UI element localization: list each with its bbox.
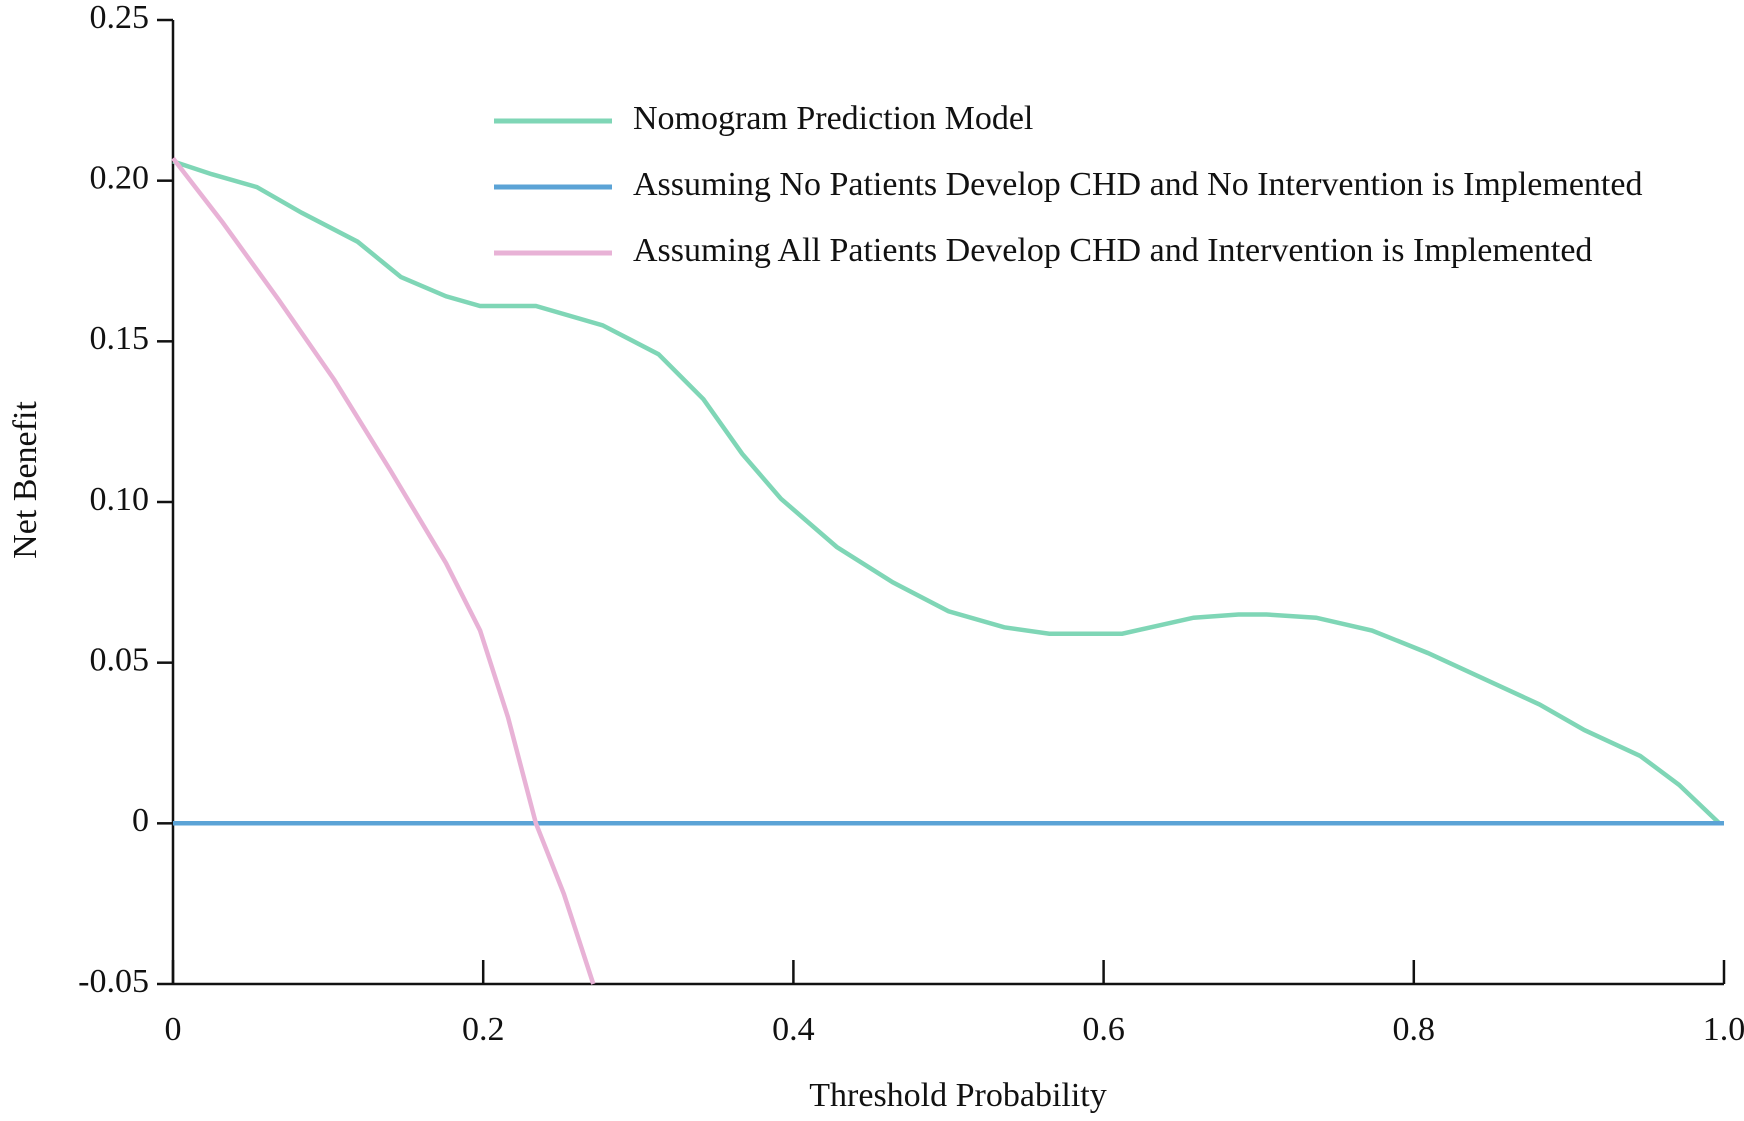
- y-tick-label: 0.20: [90, 159, 150, 196]
- x-tick-label: 1.0: [1703, 1011, 1744, 1048]
- x-tick-label: 0.4: [772, 1011, 815, 1048]
- series-line: [171, 156, 596, 985]
- legend-label: Assuming No Patients Develop CHD and No …: [633, 166, 1642, 203]
- y-tick-label: 0.05: [90, 641, 150, 678]
- x-tick-label: 0: [165, 1011, 182, 1048]
- y-tick-label: 0.10: [90, 481, 150, 518]
- y-tick-label: 0.25: [90, 0, 150, 36]
- x-axis-label: Threshold Probability: [809, 1077, 1106, 1114]
- y-axis-label: Net Benefit: [7, 401, 44, 559]
- y-tick-label: 0: [132, 802, 149, 839]
- y-tick-label: -0.05: [78, 963, 149, 1000]
- legend-label: Assuming All Patients Develop CHD and In…: [633, 232, 1592, 269]
- y-tick-label: 0.15: [90, 320, 150, 357]
- legend-label: Nomogram Prediction Model: [633, 100, 1033, 137]
- x-tick-label: 0.6: [1082, 1011, 1125, 1048]
- x-tick-label: 0.2: [462, 1011, 505, 1048]
- series-line: [172, 159, 1721, 825]
- x-tick-label: 0.8: [1393, 1011, 1436, 1048]
